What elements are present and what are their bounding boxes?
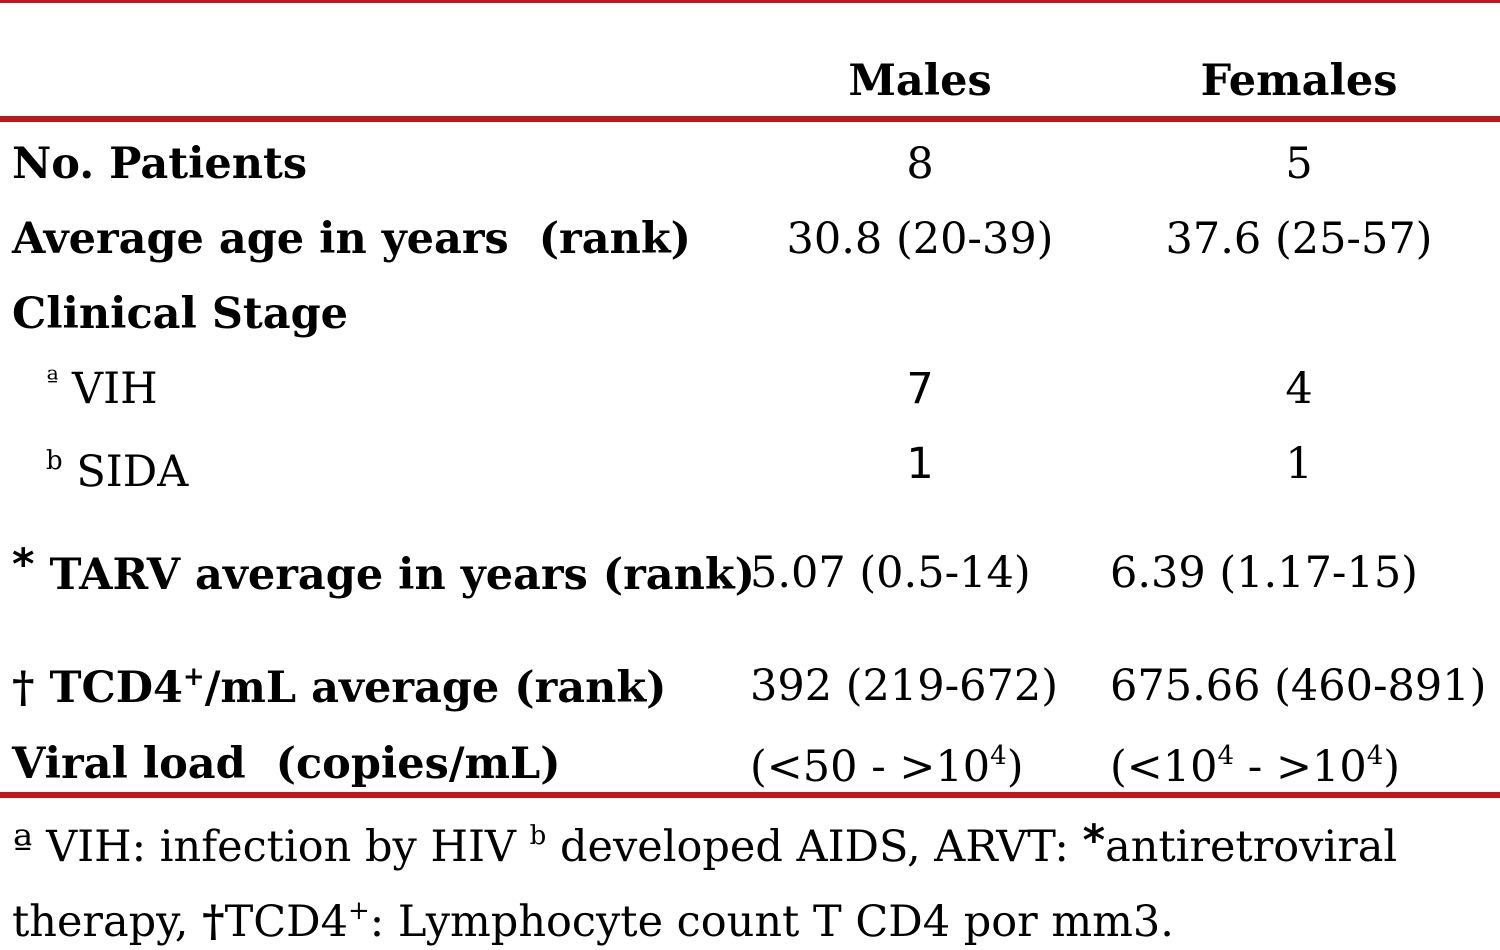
cell-tarv-females: 6.39 (1.17-15): [1110, 548, 1418, 598]
table-top-rule: [0, 0, 1500, 3]
viral-males-sup: 4: [990, 741, 1007, 771]
cell-vih-males: 7: [906, 364, 934, 414]
viral-males-b: ): [1006, 742, 1024, 792]
row-label-tcd4: † TCD4+/mL average (rank): [12, 664, 667, 710]
marker-b: b: [46, 446, 63, 476]
cell-patients-males: 8: [906, 139, 934, 189]
footnote-asterisk: *: [1082, 816, 1106, 866]
label-vih: VIH: [72, 364, 158, 414]
cell-tcd4-females: 675.66 (460-891): [1110, 661, 1487, 711]
viral-females-sup2: 4: [1366, 741, 1384, 771]
row-label-average-age: Average age in years (rank): [12, 214, 691, 264]
cell-age-males: 30.8 (20-39): [786, 214, 1054, 264]
viral-males-a: (<50 - >10: [750, 742, 991, 792]
footnote-sup-b: b: [529, 821, 547, 851]
footnote-text-b: developed AIDS, ARVT:: [546, 822, 1083, 872]
header-rule: [0, 116, 1500, 122]
cell-patients-females: 5: [1285, 139, 1313, 189]
marker-a: ª: [46, 366, 59, 396]
cell-tcd4-males: 392 (219-672): [750, 661, 1058, 711]
label-tcd4-b: /mL average (rank): [204, 663, 667, 713]
label-tcd4-sup: +: [182, 662, 205, 692]
cell-sida-males: 1: [906, 439, 934, 489]
label-tarv: TARV average in years (rank): [49, 550, 756, 600]
viral-females-a: (<10: [1110, 742, 1218, 792]
label-sida: SIDA: [76, 447, 189, 497]
footnote-line-1: ª VIH: infection by HIV b developed AIDS…: [12, 820, 1397, 869]
cell-sida-females: 1: [1285, 439, 1313, 489]
row-label-viral-load: Viral load (copies/mL): [12, 739, 561, 789]
cell-tarv-males: 5.07 (0.5-14): [750, 548, 1031, 598]
footnote-text-f: : Lymphocyte count T CD4 por mm3.: [369, 897, 1174, 947]
footnote-text-d: therapy,: [12, 897, 203, 947]
row-label-sida: b SIDA: [46, 448, 188, 494]
footnote-text-e: TCD4: [224, 897, 348, 947]
cell-age-females: 37.6 (25-57): [1165, 214, 1433, 264]
footnote-sup-plus: +: [347, 896, 370, 926]
row-label-clinical-stage: Clinical Stage: [12, 289, 349, 339]
cell-vih-females: 4: [1285, 364, 1313, 414]
footnote-line-2: therapy, †TCD4+: Lymphocyte count T CD4 …: [12, 898, 1174, 944]
marker-asterisk: *: [12, 540, 35, 590]
label-tcd4-a: TCD4: [49, 663, 183, 713]
viral-females-mid: - >10: [1234, 742, 1367, 792]
row-label-patients: No. Patients: [12, 139, 308, 189]
footnote-dagger: †: [202, 897, 225, 947]
table-bottom-rule: [0, 792, 1500, 798]
footnote-text-a: ª VIH: infection by HIV: [12, 822, 530, 872]
cell-viral-females: (<104 - >104): [1110, 743, 1400, 789]
viral-females-sup1: 4: [1217, 741, 1235, 771]
column-header-females: Females: [1200, 56, 1398, 106]
column-header-males: Males: [848, 56, 992, 106]
row-label-vih: ª VIH: [46, 368, 158, 411]
row-label-tarv: * TARV average in years (rank): [12, 544, 755, 597]
cell-viral-males: (<50 - >104): [750, 743, 1023, 789]
marker-dagger: †: [12, 663, 35, 713]
viral-females-b: ): [1383, 742, 1401, 792]
footnote-text-c: antiretroviral: [1105, 822, 1398, 872]
